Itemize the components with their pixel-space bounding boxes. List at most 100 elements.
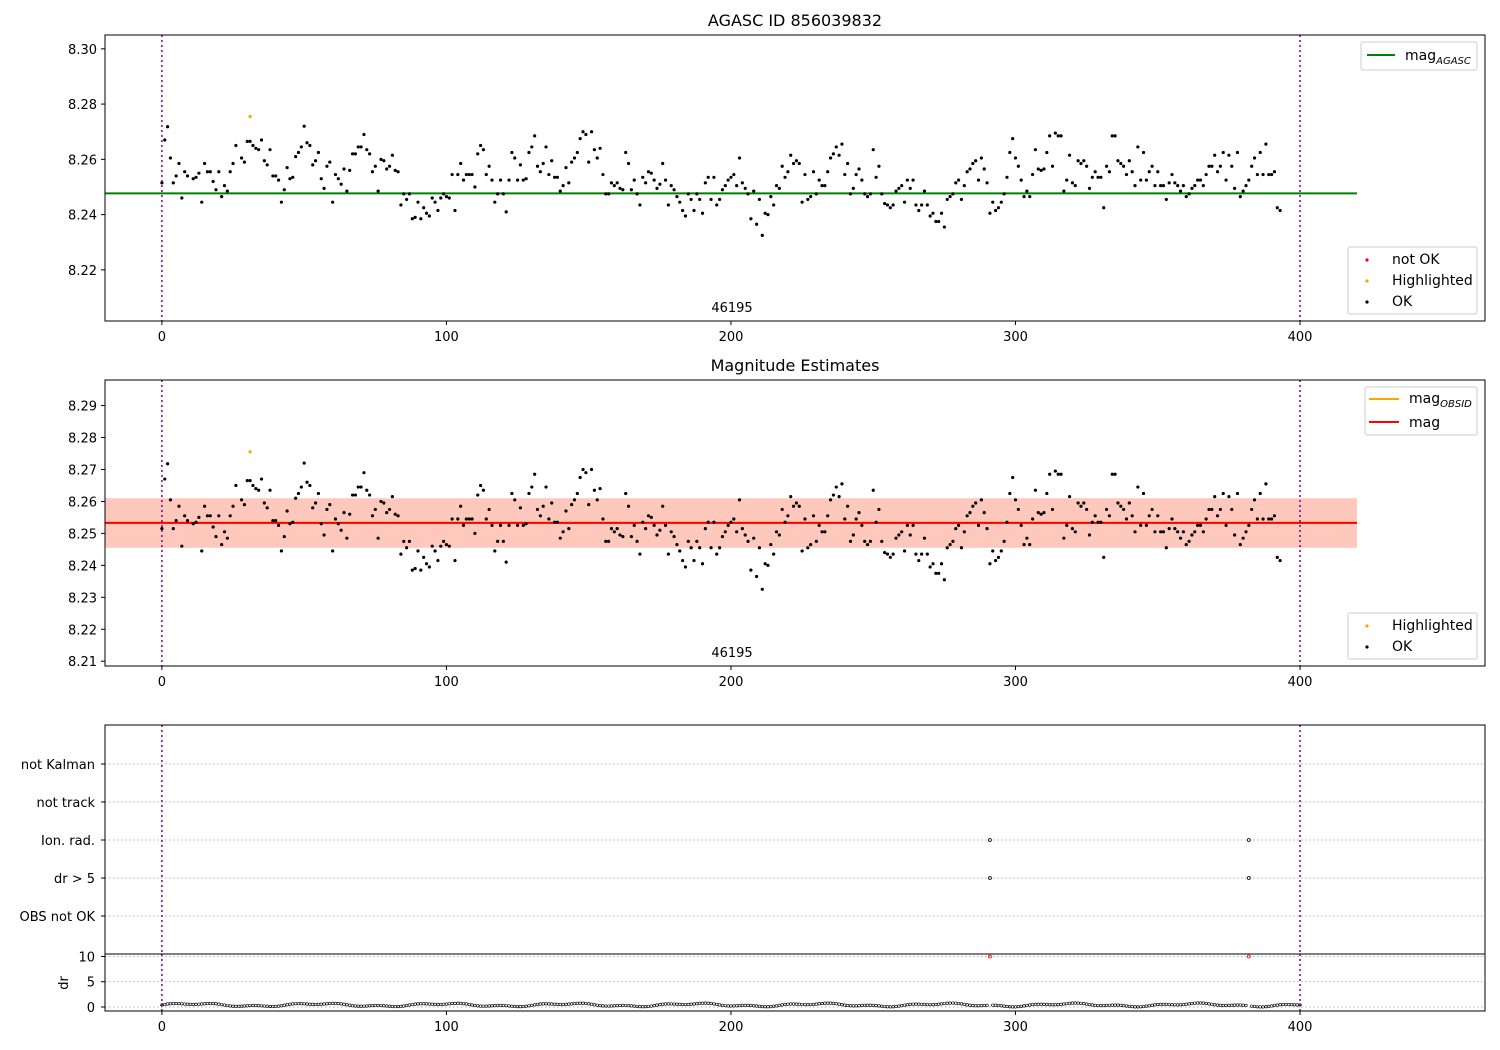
p2-ok-point	[669, 530, 673, 534]
p4-dr-point	[726, 1004, 730, 1008]
p2-ok-point	[991, 549, 995, 553]
p1-ok-point	[530, 145, 534, 149]
p3-category-label: not track	[36, 796, 95, 811]
p4-dr-point	[552, 1002, 557, 1006]
p4-dr-point	[934, 1002, 938, 1007]
p1-ytick-label: 8.30	[68, 43, 97, 58]
p1-ok-point	[282, 188, 286, 192]
p4-dr-point	[638, 1005, 642, 1009]
p4-dr-point	[217, 1002, 221, 1006]
p1-ok-point	[316, 150, 321, 155]
p1-ok-point	[228, 170, 232, 174]
p2-ok-point	[202, 504, 207, 508]
p1-ok-point	[242, 160, 247, 164]
p1-ok-point	[1050, 164, 1055, 168]
p2-ok-point	[350, 493, 355, 497]
p2-ok-point	[1124, 517, 1129, 521]
p2-ok-point	[399, 552, 403, 556]
p1-ok-point	[615, 181, 619, 185]
p4-dr-point	[1181, 1002, 1185, 1007]
p4-dr-point	[1048, 1003, 1052, 1007]
p4-dr-point	[1176, 1003, 1180, 1007]
p1-ok-point	[1039, 168, 1043, 173]
p4-dr-point	[1082, 1002, 1086, 1006]
p4-dr-point	[954, 1001, 958, 1005]
p1-ok-point	[587, 160, 591, 164]
p2-ok-point	[917, 558, 921, 563]
p2-ok-point	[518, 506, 523, 510]
p1-ok-point	[883, 201, 887, 206]
p1-ok-point	[459, 161, 463, 166]
p1-ok-point	[1184, 195, 1188, 199]
p2-ok-point	[379, 499, 383, 504]
p4-dr-point	[1201, 1001, 1205, 1005]
p1-ok-point	[461, 178, 466, 182]
p4-dr-point	[191, 1002, 195, 1007]
p2-ok-point	[837, 495, 841, 499]
p4-dr-point	[834, 1002, 838, 1006]
p2-ok-point	[632, 523, 636, 527]
p1-ok-point	[777, 186, 781, 190]
p4-dr-point	[1295, 1003, 1299, 1007]
p1-ok-point	[524, 177, 528, 181]
p2-ok-point	[1255, 517, 1259, 521]
p2-ok-point	[171, 526, 175, 531]
p4-dr-point	[467, 1002, 471, 1007]
p2-ok-point	[689, 546, 693, 550]
p1-ok-point	[877, 164, 881, 168]
p2-ok-point	[962, 530, 966, 534]
p1-ok-point	[165, 125, 170, 129]
p1-ok-point	[1062, 189, 1066, 193]
p4-dr-point	[1070, 1001, 1075, 1005]
p4-dr-point	[843, 1003, 847, 1007]
p1-ok-point	[874, 175, 878, 179]
p4-dr-point	[165, 1002, 170, 1006]
p4-dr-point	[584, 1001, 588, 1006]
p4-ytick-label: 5	[87, 976, 95, 991]
p2-ok-point	[555, 520, 560, 524]
p2-ok-point	[1079, 504, 1083, 508]
p1-ok-point	[390, 153, 394, 157]
p1-ok-point	[257, 148, 261, 152]
p2-ok-point	[242, 503, 247, 507]
p1-xtick-label: 100	[434, 330, 459, 345]
p2-ok-point	[257, 488, 261, 492]
p4-dr-point	[917, 1002, 921, 1006]
p4-dr-point	[274, 1004, 278, 1008]
p1-ok-point	[959, 197, 964, 202]
p1-ok-point	[638, 203, 642, 207]
p2-ok-point	[1164, 546, 1168, 550]
p1-ok-point	[840, 142, 844, 146]
p4-dr-point	[160, 1003, 164, 1007]
p2-ok-point	[1141, 491, 1146, 496]
p2-ok-point	[450, 517, 454, 521]
p1-ok-point	[954, 181, 958, 185]
p4-dr-point	[481, 1004, 486, 1008]
p4-dr-point	[897, 1004, 901, 1008]
p4-dr-point	[444, 1002, 449, 1006]
agasc-panel: AGASC ID 856039832 8.22 8.24 8.26 8.28 8.30 0…	[68, 11, 1486, 345]
p2-ok-point	[854, 517, 858, 521]
p1-ok-point	[547, 172, 551, 177]
p2-ok-point	[1258, 491, 1262, 496]
p4-dr-point	[959, 1002, 964, 1006]
p2-ok-point	[988, 562, 992, 566]
p4-xtick-label: 400	[1288, 1020, 1313, 1035]
p1-ok-point	[1238, 195, 1242, 199]
p2-ok-point	[262, 501, 266, 505]
p1-ok-point	[797, 161, 801, 166]
p2-ok-point	[424, 562, 429, 566]
p2-ok-point	[1147, 514, 1151, 518]
p4-dr-point	[1230, 1003, 1234, 1007]
panel2-title: Magnitude Estimates	[711, 356, 880, 375]
p2-ok-point	[846, 504, 850, 508]
p4-dr-point	[592, 1003, 597, 1007]
p4-dr-point	[857, 1004, 861, 1008]
p4-dr-point	[814, 1002, 818, 1006]
p1-ok-point	[222, 183, 227, 188]
p2-ok-point	[521, 523, 525, 527]
p2-ok-point	[729, 520, 733, 524]
p1-ok-point	[743, 186, 747, 190]
p4-dr-point	[823, 1001, 827, 1005]
p1-ok-point	[652, 178, 656, 182]
